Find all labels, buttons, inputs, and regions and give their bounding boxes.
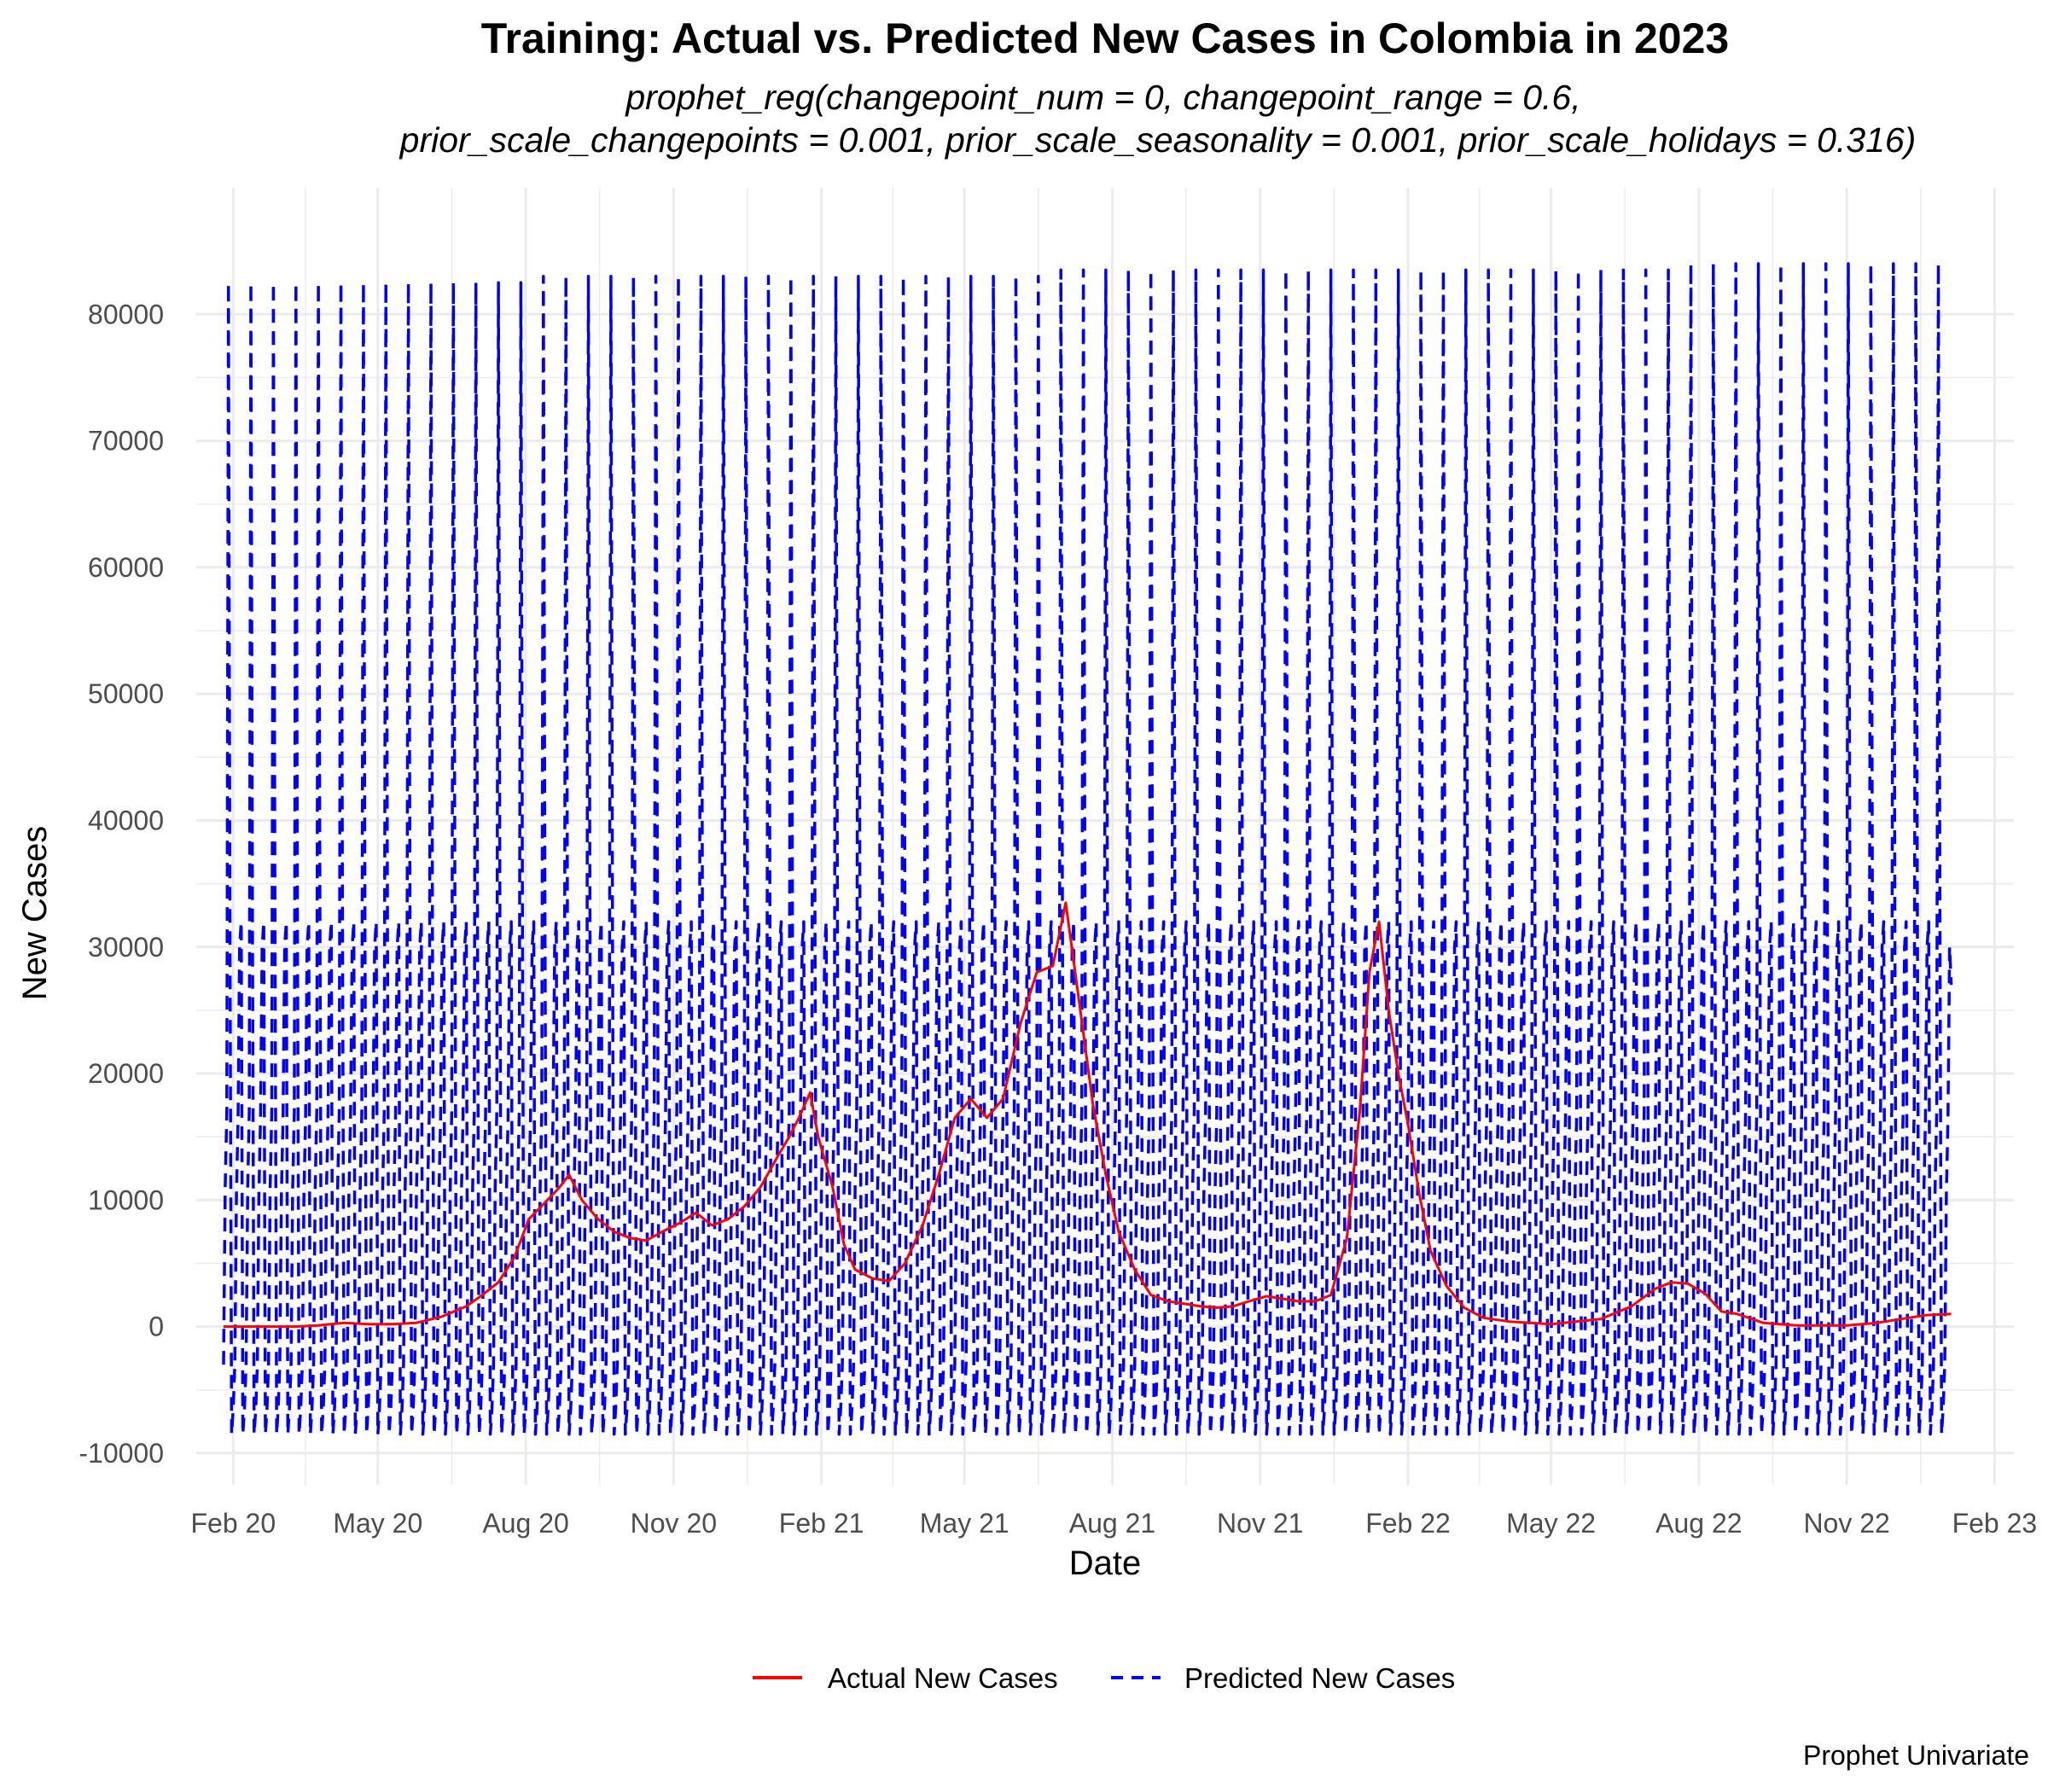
predicted-cases-line [222, 262, 1953, 1436]
y-axis-ticks: -10000 0 10000 20000 30000 40000 50000 60000 700… [79, 299, 164, 1469]
x-tick-label: Feb 20 [191, 1508, 276, 1539]
y-tick-label: 20000 [88, 1058, 164, 1089]
legend: Actual New Cases Predicted New Cases [753, 1662, 1455, 1694]
y-tick-label: 30000 [88, 932, 164, 963]
y-tick-label: 10000 [88, 1184, 164, 1215]
x-axis-ticks: Feb 20 May 20 Aug 20 Nov 20 Feb 21 May 21 Aug … [191, 1508, 2038, 1539]
x-tick-label: May 22 [1506, 1508, 1596, 1539]
x-tick-label: Aug 22 [1655, 1508, 1742, 1539]
chart-title: Training: Actual vs. Predicted New Cases… [481, 15, 1729, 62]
chart-subtitle-line2: prior_scale_changepoints = 0.001, prior_… [399, 120, 1917, 160]
x-tick-label: Aug 21 [1069, 1508, 1155, 1539]
x-axis-title: Date [1069, 1545, 1142, 1582]
x-tick-label: Feb 21 [779, 1508, 864, 1539]
y-tick-label: 0 [148, 1312, 164, 1342]
y-axis-title: New Cases [16, 826, 54, 1001]
legend-label-predicted: Predicted New Cases [1184, 1662, 1455, 1694]
y-tick-label: -10000 [79, 1438, 164, 1469]
x-tick-label: Feb 22 [1365, 1508, 1451, 1539]
x-tick-label: May 21 [920, 1508, 1009, 1539]
x-tick-label: Feb 23 [1952, 1508, 2038, 1539]
chart-subtitle-line1: prophet_reg(changepoint_num = 0, changep… [624, 78, 1580, 117]
x-tick-label: May 20 [333, 1508, 422, 1539]
y-tick-label: 80000 [88, 299, 164, 329]
y-tick-label: 60000 [88, 552, 164, 583]
chart-caption: Prophet Univariate [1803, 1740, 2029, 1771]
series-lines [222, 262, 1953, 1436]
y-tick-label: 50000 [88, 678, 164, 709]
x-tick-label: Nov 22 [1803, 1508, 1889, 1539]
x-tick-label: Aug 20 [482, 1508, 568, 1539]
y-tick-label: 40000 [88, 805, 164, 835]
legend-label-actual: Actual New Cases [828, 1662, 1058, 1694]
x-tick-label: Nov 21 [1217, 1508, 1303, 1539]
y-tick-label: 70000 [88, 426, 164, 457]
actual-cases-line [224, 901, 1952, 1329]
x-tick-label: Nov 20 [631, 1508, 717, 1539]
